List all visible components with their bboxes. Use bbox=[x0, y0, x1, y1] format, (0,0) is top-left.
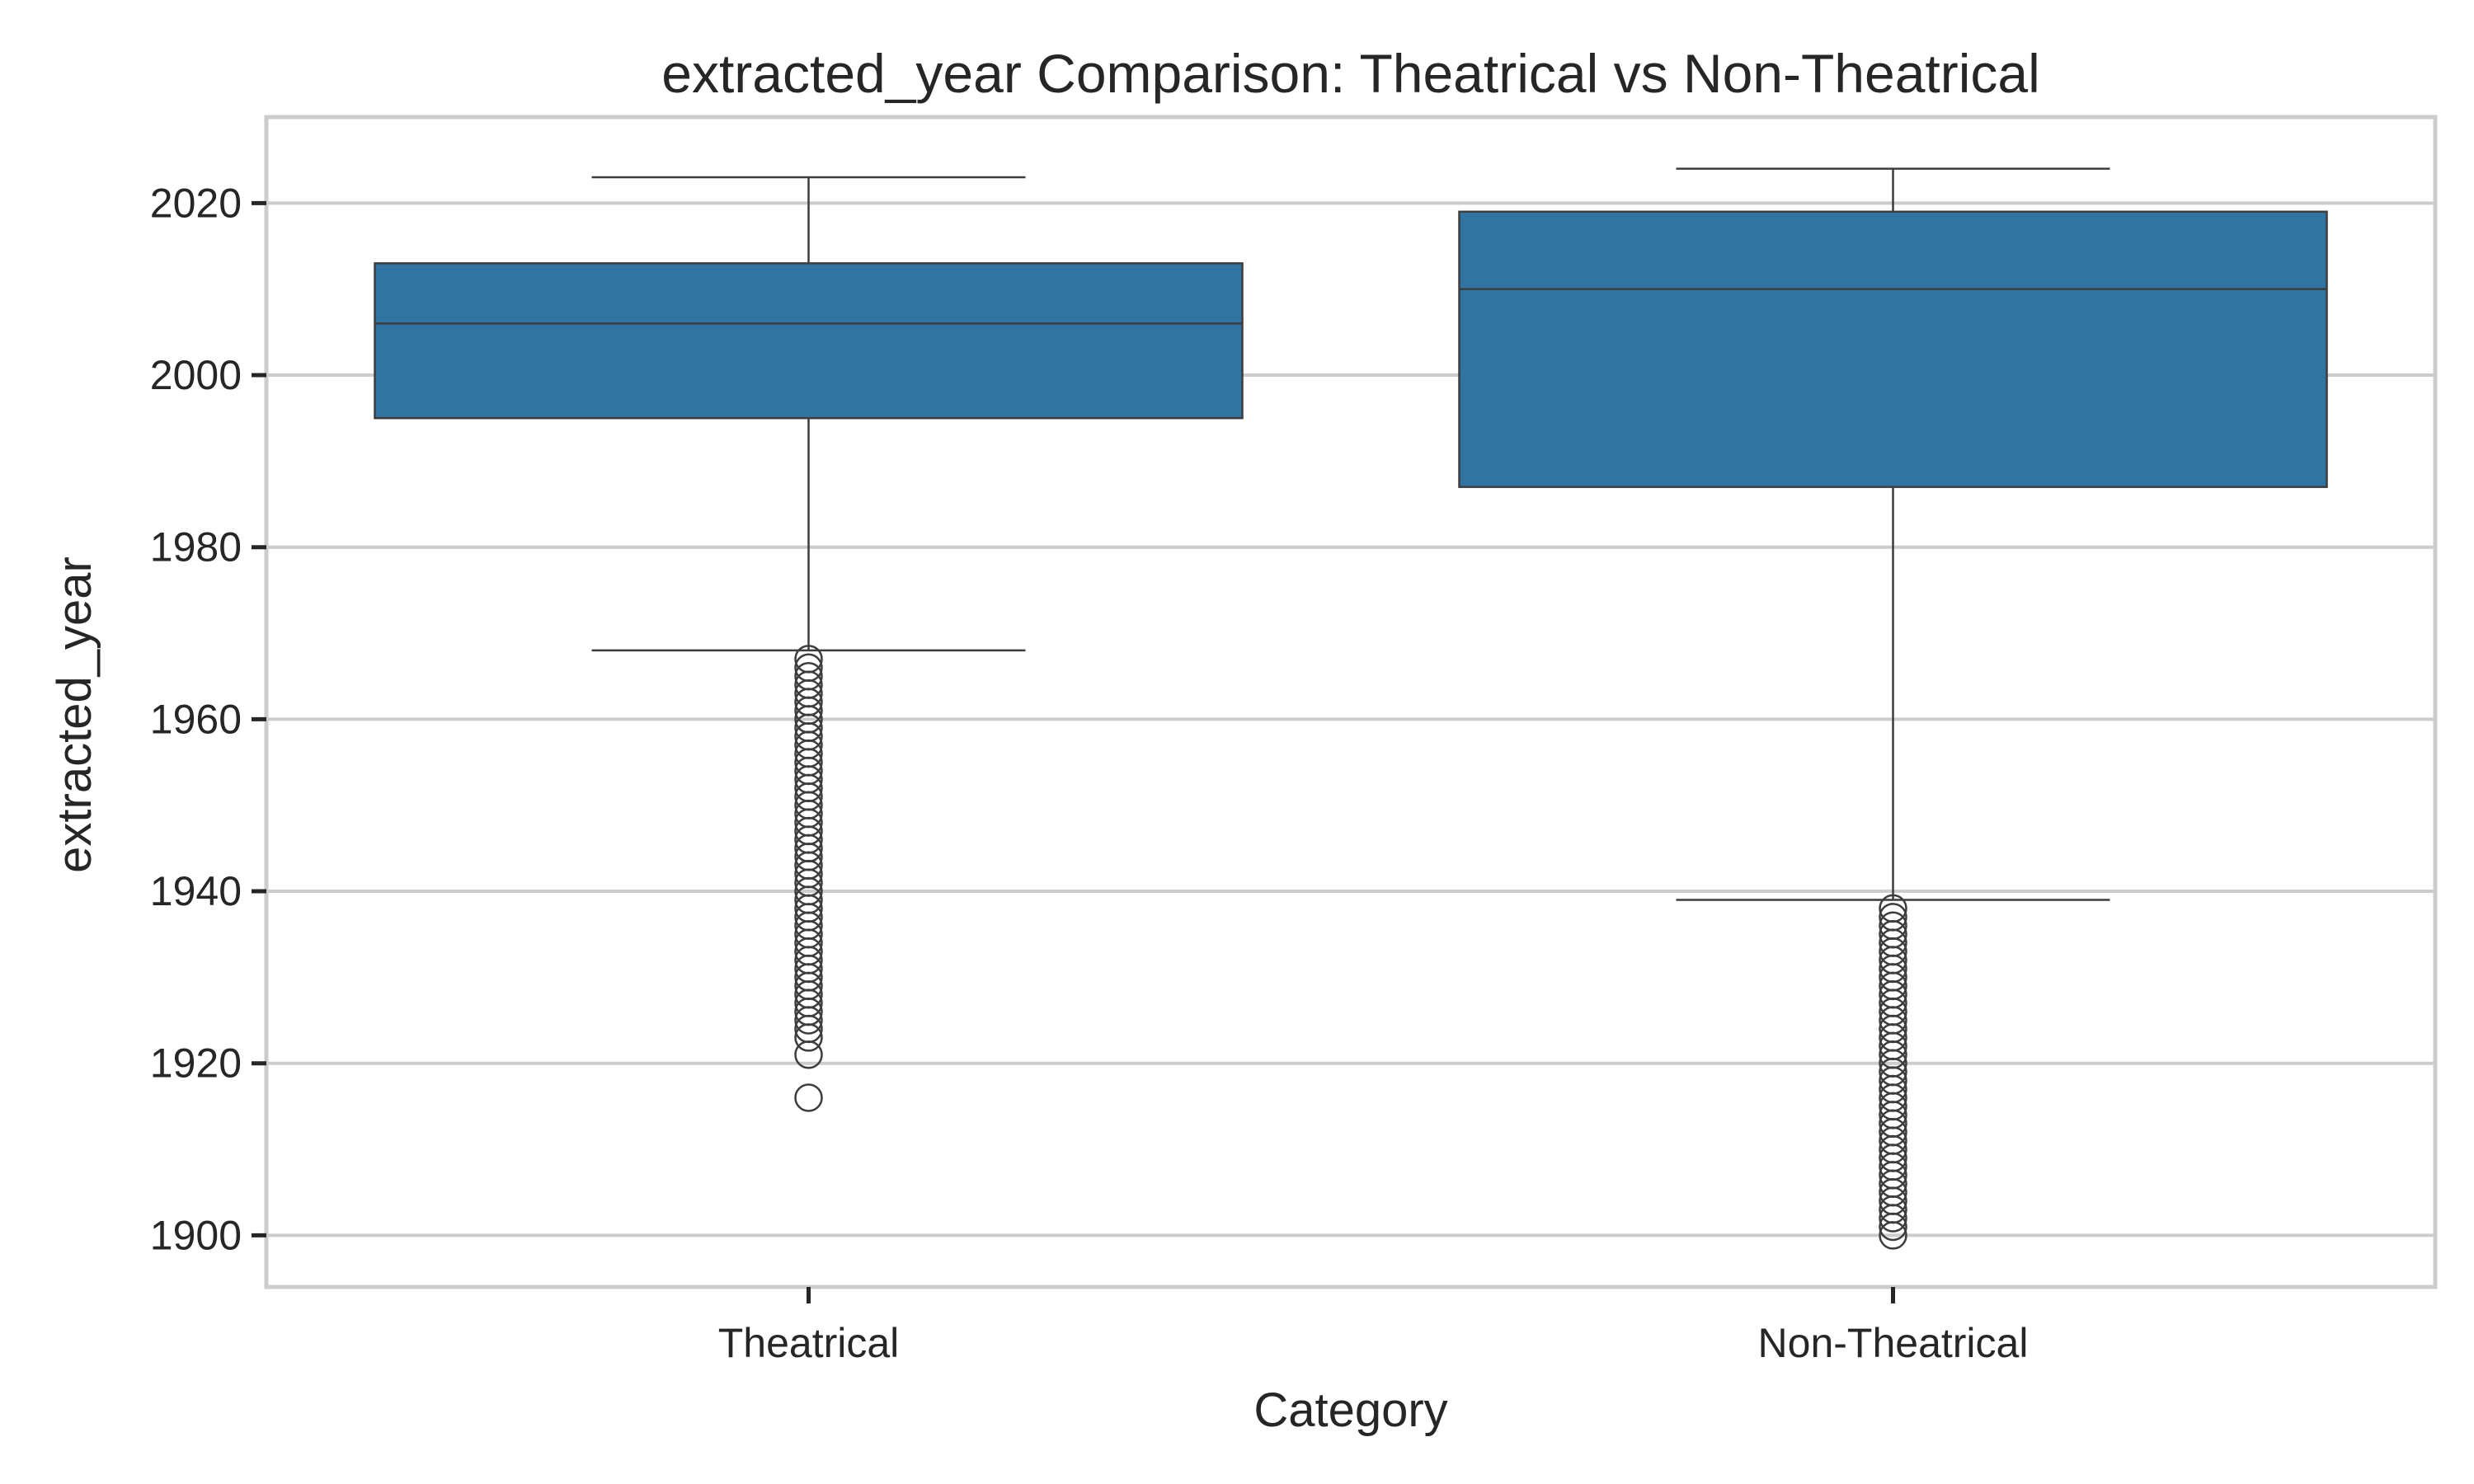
y-tick-label: 1940 bbox=[150, 868, 242, 914]
boxes bbox=[374, 167, 2328, 1250]
y-tick-label: 1980 bbox=[150, 524, 242, 571]
y-tick-label: 2020 bbox=[150, 180, 242, 226]
box-group bbox=[374, 176, 1244, 1112]
y-tick-label: 1900 bbox=[150, 1212, 242, 1258]
plot-area-frame bbox=[264, 115, 2438, 1289]
y-tick-label: 1920 bbox=[150, 1040, 242, 1087]
y-tick-label: 1960 bbox=[150, 696, 242, 742]
outlier-point bbox=[794, 661, 823, 691]
outlier-point bbox=[794, 645, 823, 674]
chart-title: extracted_year Comparison: Theatrical vs… bbox=[661, 43, 2040, 104]
iqr-box bbox=[374, 262, 1244, 420]
outlier-point bbox=[1879, 903, 1907, 932]
x-tick-label: Non-Theatrical bbox=[1758, 1320, 2029, 1366]
outlier-point bbox=[794, 1083, 823, 1112]
y-tick-label: 2000 bbox=[150, 352, 242, 398]
x-tick-label: Theatrical bbox=[718, 1320, 900, 1366]
iqr-box bbox=[1458, 210, 2328, 488]
outlier-point bbox=[1879, 894, 1907, 923]
axis-ticks: 1900 1920 1940 1960 1980 2000 2020 Theatrical No… bbox=[150, 180, 2029, 1366]
box-group bbox=[1458, 167, 2328, 1250]
x-axis-label: Category bbox=[1253, 1383, 1447, 1437]
y-axis-label: extracted_year bbox=[48, 556, 101, 873]
outlier-point bbox=[1879, 911, 1907, 941]
outlier-point bbox=[794, 653, 823, 683]
